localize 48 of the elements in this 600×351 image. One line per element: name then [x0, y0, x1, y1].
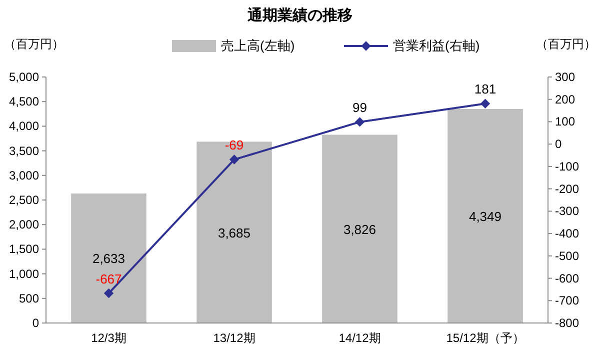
legend-label: 売上高(左軸): [221, 38, 295, 53]
y-tick-label: 3,500: [8, 144, 40, 158]
bar: [322, 134, 398, 323]
y-tick-label: 2,500: [8, 193, 40, 207]
y-tick-label: 5,000: [8, 70, 40, 84]
chart-title: 通期業績の推移: [246, 7, 352, 24]
y-tick-label: 4,500: [8, 94, 40, 109]
bar: [71, 193, 146, 323]
point: [354, 117, 365, 127]
x-tick-label: 15/12期（予）: [446, 331, 524, 345]
y2-tick-label: -800: [555, 316, 580, 330]
y2-tick-label: -200: [555, 182, 580, 196]
data-label: 2,633: [92, 251, 126, 266]
data-label: -667: [96, 271, 122, 286]
x-tick-label: 14/12期: [338, 331, 381, 345]
y-tick-label: 2,000: [8, 218, 40, 232]
y-tick-label: 3,000: [8, 168, 40, 182]
y-tick-label: 500: [18, 291, 40, 306]
legend-label: 営業利益(右軸): [393, 38, 480, 53]
bar: [196, 142, 272, 323]
x-tick-label: 12/3期: [91, 331, 126, 345]
y2-tick-label: -600: [555, 271, 580, 286]
y2-tick-label: -100: [555, 159, 580, 174]
y-tick-label: 1,500: [8, 242, 40, 256]
y2-tick-label: -400: [555, 226, 580, 241]
y-tick-label: 1,000: [8, 266, 40, 281]
y-tick-label: 0: [32, 316, 40, 330]
y-tick-label: 4,000: [8, 119, 40, 134]
y2-tick-label: 300: [555, 70, 576, 84]
y-axis-title: （百万円）: [4, 37, 64, 51]
y2-tick-label: 200: [555, 92, 576, 106]
data-label: 3,826: [343, 222, 376, 237]
bar: [448, 109, 523, 323]
point: [480, 98, 490, 108]
y2-tick-label: 0: [555, 137, 562, 152]
data-label: 181: [474, 82, 496, 97]
data-label: -69: [224, 138, 244, 153]
x-tick-label: 13/12期: [213, 331, 256, 345]
y2-tick-label: -300: [555, 204, 580, 218]
point: [104, 288, 114, 298]
y2-tick-label: -700: [555, 294, 580, 308]
y2-axis-title: （百万円）: [536, 37, 596, 51]
y2-tick-label: -500: [555, 248, 580, 263]
data-label: 4,349: [468, 209, 502, 224]
data-label: 99: [352, 100, 367, 115]
point: [229, 154, 240, 164]
data-label: 3,685: [218, 225, 251, 240]
y2-tick-label: 100: [555, 114, 576, 129]
